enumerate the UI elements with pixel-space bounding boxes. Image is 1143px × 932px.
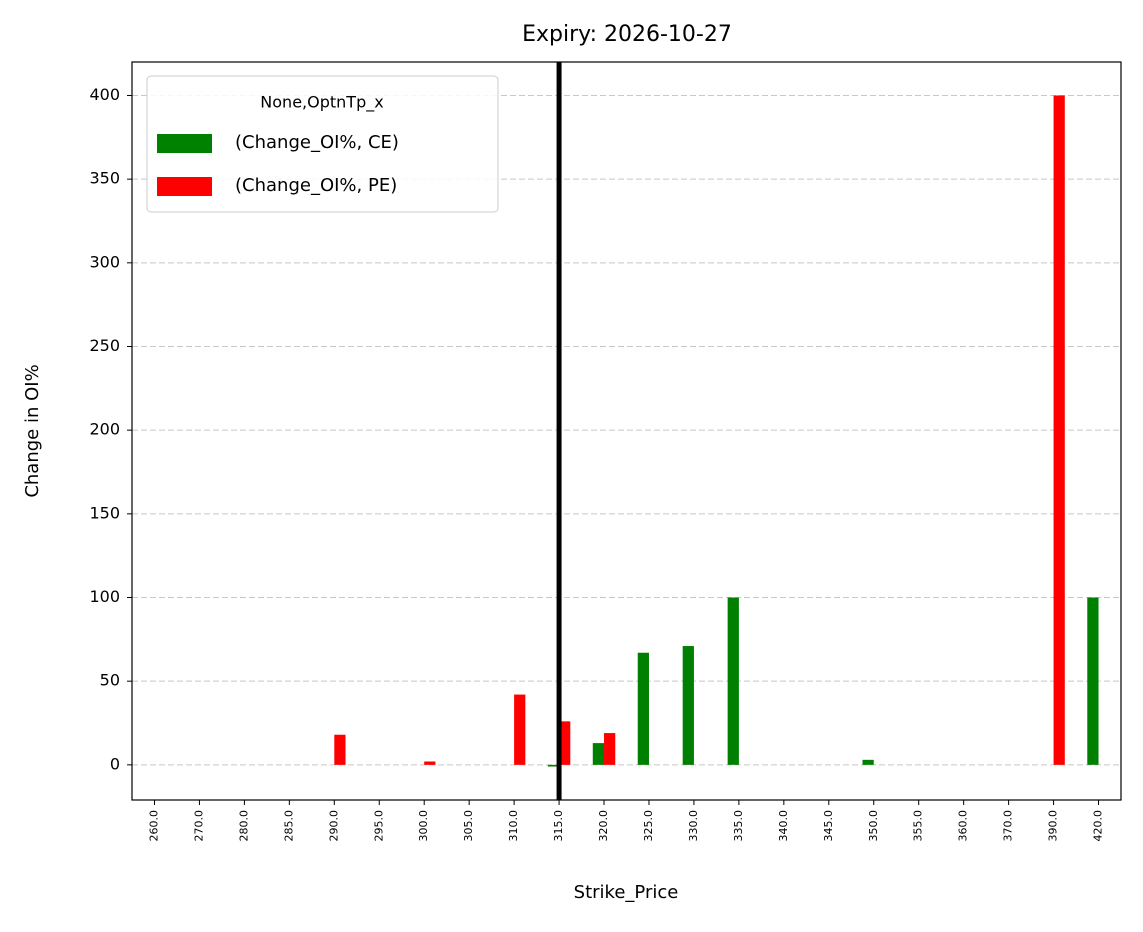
y-tick-label: 250 bbox=[89, 336, 120, 355]
x-tick-label: 330.0 bbox=[687, 810, 700, 842]
x-tick-label: 345.0 bbox=[822, 810, 835, 842]
legend-title: None,OptnTp_x bbox=[260, 93, 383, 113]
bar bbox=[559, 721, 571, 765]
legend-label: (Change_OI%, PE) bbox=[235, 175, 397, 196]
y-tick-label: 350 bbox=[89, 169, 120, 188]
bar bbox=[1053, 95, 1065, 765]
bar bbox=[604, 733, 616, 765]
bar bbox=[682, 646, 694, 765]
bar bbox=[547, 764, 560, 767]
x-tick-label: 340.0 bbox=[777, 810, 790, 842]
y-axis-label: Change in OI% bbox=[22, 364, 43, 497]
x-tick-label: 350.0 bbox=[867, 810, 880, 842]
y-tick-label: 0 bbox=[110, 754, 120, 773]
y-tick-label: 50 bbox=[100, 671, 120, 690]
x-tick-label: 325.0 bbox=[642, 810, 655, 842]
x-tick-label: 280.0 bbox=[237, 810, 250, 842]
x-tick-label: 335.0 bbox=[732, 810, 745, 842]
x-tick-label: 320.0 bbox=[597, 810, 610, 842]
legend-label: (Change_OI%, CE) bbox=[235, 132, 399, 153]
chart-title: Expiry: 2026-10-27 bbox=[522, 22, 732, 47]
bar bbox=[334, 734, 346, 765]
bar bbox=[1087, 597, 1099, 765]
bar bbox=[862, 759, 874, 765]
x-tick-label: 270.0 bbox=[192, 810, 205, 842]
plot-frame bbox=[131, 61, 1122, 801]
x-tick-label: 315.0 bbox=[552, 810, 565, 842]
bar bbox=[424, 761, 436, 765]
x-tick-label: 285.0 bbox=[282, 810, 295, 842]
x-tick-label: 260.0 bbox=[147, 810, 160, 842]
x-tick-label: 305.0 bbox=[462, 810, 475, 842]
y-tick-label: 300 bbox=[89, 252, 120, 271]
bar bbox=[592, 743, 605, 765]
x-tick-label: 295.0 bbox=[372, 810, 385, 842]
x-tick-label: 355.0 bbox=[912, 810, 925, 842]
legend-swatch bbox=[157, 177, 212, 196]
y-tick-label: 200 bbox=[89, 420, 120, 439]
x-tick-label: 390.0 bbox=[1047, 810, 1060, 842]
bar bbox=[514, 694, 526, 765]
x-tick-label: 360.0 bbox=[957, 810, 970, 842]
y-tick-label: 400 bbox=[89, 85, 120, 104]
y-tick-label: 150 bbox=[89, 503, 120, 522]
x-tick-label: 420.0 bbox=[1092, 810, 1105, 842]
bar bbox=[637, 652, 649, 765]
x-tick-label: 300.0 bbox=[417, 810, 430, 842]
legend-box bbox=[146, 75, 499, 213]
x-tick-label: 310.0 bbox=[507, 810, 520, 842]
x-axis-label: Strike_Price bbox=[574, 882, 679, 903]
legend-swatch bbox=[157, 134, 212, 153]
bar bbox=[727, 597, 739, 765]
x-tick-label: 370.0 bbox=[1002, 810, 1015, 842]
x-tick-label: 290.0 bbox=[327, 810, 340, 842]
y-tick-label: 100 bbox=[89, 587, 120, 606]
